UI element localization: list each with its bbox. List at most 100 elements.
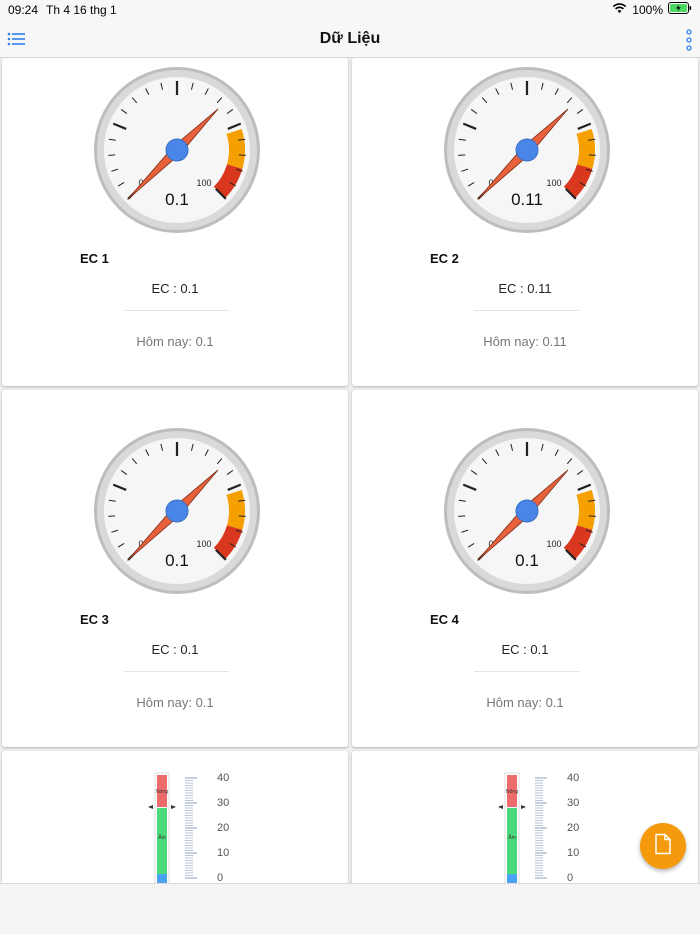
gauge-min-label: 0 (138, 539, 143, 549)
gauge-minor-tick (108, 154, 116, 156)
gauge-hub (515, 138, 539, 162)
gauge-major-tick (112, 122, 127, 130)
thermometer-hot-zone (507, 775, 517, 807)
divider (124, 310, 229, 311)
gauge-minor-tick (540, 443, 544, 451)
threshold-arrow-left (148, 805, 153, 809)
status-right: 100% (612, 2, 692, 17)
gauge-minor-tick (238, 138, 246, 141)
zone-label-hot: Nóng (506, 789, 518, 795)
gauge-value-text: 0.11 (511, 190, 543, 209)
thermometer-warm-zone (157, 808, 167, 874)
gauge-minor-tick (120, 109, 128, 114)
gauge-hub (165, 499, 189, 523)
list-icon (7, 32, 27, 51)
gauge-minor-tick (204, 88, 209, 95)
gauge-minor-tick (461, 168, 469, 172)
gauge-minor-tick (108, 138, 116, 141)
gauge-minor-tick (235, 529, 243, 533)
gauge-minor-tick (470, 109, 478, 114)
current-reading: EC : 0.1 (151, 281, 199, 296)
gauge-card-ec1[interactable]: 0 100 0.1 EC 1 EC : 0.1 Hôm nay: 0.1 (2, 58, 348, 386)
scale-label: 10 (567, 847, 579, 859)
gauge-minor-tick (540, 82, 544, 90)
current-reading: EC : 0.1 (501, 642, 549, 657)
zone-label-warm: Ấm (508, 834, 516, 841)
gauge-major-tick (227, 122, 242, 130)
gauge-hub (515, 499, 539, 523)
wifi-icon (612, 2, 627, 17)
gauge-minor-tick (131, 97, 138, 104)
threshold-arrow-right (521, 805, 526, 809)
gauge-minor-tick (226, 109, 234, 114)
sensor-label: EC 3 (80, 612, 109, 627)
more-options-button[interactable] (683, 28, 695, 52)
gauge-minor-tick (495, 88, 500, 95)
scale-label: 30 (567, 797, 579, 809)
gauge-dial: 0 100 0.1 (94, 67, 260, 233)
gauge-max-label: 100 (196, 178, 211, 188)
page-title: Dữ Liệu (319, 30, 381, 47)
thermometer-card-1[interactable]: Nóng Ấm 40 30 20 10 0 (2, 751, 348, 883)
gauge-minor-tick (458, 138, 466, 141)
zone-label-warm: Ấm (158, 834, 166, 841)
gauge-minor-tick (229, 181, 237, 187)
gauge-minor-tick (238, 499, 246, 502)
thermometer-card-2[interactable]: Nóng Ấm 40 30 20 10 0 (352, 751, 698, 883)
gauge-minor-tick (117, 542, 125, 548)
current-reading: EC : 0.1 (151, 642, 199, 657)
gauge-minor-tick (461, 529, 469, 533)
gauge-danger-band (213, 164, 243, 199)
scale-label: 30 (217, 797, 229, 809)
gauge-card-ec2[interactable]: 0 100 0.11 EC 2 EC : 0.11 Hôm nay: 0.11 (352, 58, 698, 386)
gauge-major-tick (215, 549, 227, 561)
thermometer: Nóng Ấm 40 30 20 10 0 (498, 772, 579, 883)
gauge-minor-tick (585, 529, 593, 533)
threshold-arrow-right (171, 805, 176, 809)
gauge-card-ec3[interactable]: 0 100 0.1 EC 3 EC : 0.1 Hôm nay: 0.1 (2, 390, 348, 747)
gauge-minor-tick (190, 82, 194, 90)
document-icon (654, 833, 672, 860)
thermometer: Nóng Ấm 40 30 20 10 0 (148, 772, 229, 883)
divider (124, 671, 229, 672)
gauge-hub (165, 138, 189, 162)
gauge-major-tick (462, 483, 477, 491)
data-grid: 0 100 0.1 EC 1 EC : 0.1 Hôm nay: 0.1 0 100 0… (0, 58, 700, 883)
gauge-value-text: 0.1 (165, 190, 189, 209)
gauge-minor-tick (588, 499, 596, 502)
gauge-card-ec4[interactable]: 0 100 0.1 EC 4 EC : 0.1 Hôm nay: 0.1 (352, 390, 698, 747)
gauge-major-tick (577, 483, 592, 491)
gauge-warning-band (226, 489, 246, 530)
scale-label: 40 (567, 772, 579, 784)
menu-button[interactable] (7, 31, 27, 47)
gauge-warning-band (576, 489, 595, 530)
gauge-minor-tick (495, 449, 500, 456)
gauge-min-label: 0 (138, 178, 143, 188)
scale-label: 0 (567, 872, 573, 883)
gauge-max-label: 100 (546, 539, 561, 549)
gauge-minor-tick (458, 154, 466, 156)
export-document-button[interactable] (640, 823, 686, 869)
gauge-warning-band (226, 128, 246, 169)
gauge-minor-tick (238, 515, 246, 517)
today-value: Hôm nay: 0.1 (486, 695, 564, 710)
gauge-minor-tick (579, 542, 587, 548)
gauge-warning-band (576, 128, 595, 169)
sensor-label: EC 2 (430, 251, 459, 266)
gauge-minor-tick (588, 138, 596, 141)
gauge-minor-tick (216, 458, 223, 465)
gauge-danger-band (213, 525, 243, 560)
gauge-minor-tick (204, 449, 209, 456)
divider (474, 671, 579, 672)
gauge-minor-tick (190, 443, 194, 451)
status-bar: 09:24 Th 4 16 thg 1 100% (0, 0, 700, 20)
gauge-minor-tick (131, 458, 138, 465)
gauge-dial: 0 100 0.1 (444, 428, 610, 594)
thermometer-cool-zone (157, 874, 167, 883)
status-time: 09:24 (8, 3, 39, 17)
today-value: Hôm nay: 0.1 (136, 334, 214, 349)
gauge-minor-tick (111, 529, 119, 533)
today-value: Hôm nay: 0.11 (483, 334, 567, 349)
scale-label: 0 (217, 872, 223, 883)
